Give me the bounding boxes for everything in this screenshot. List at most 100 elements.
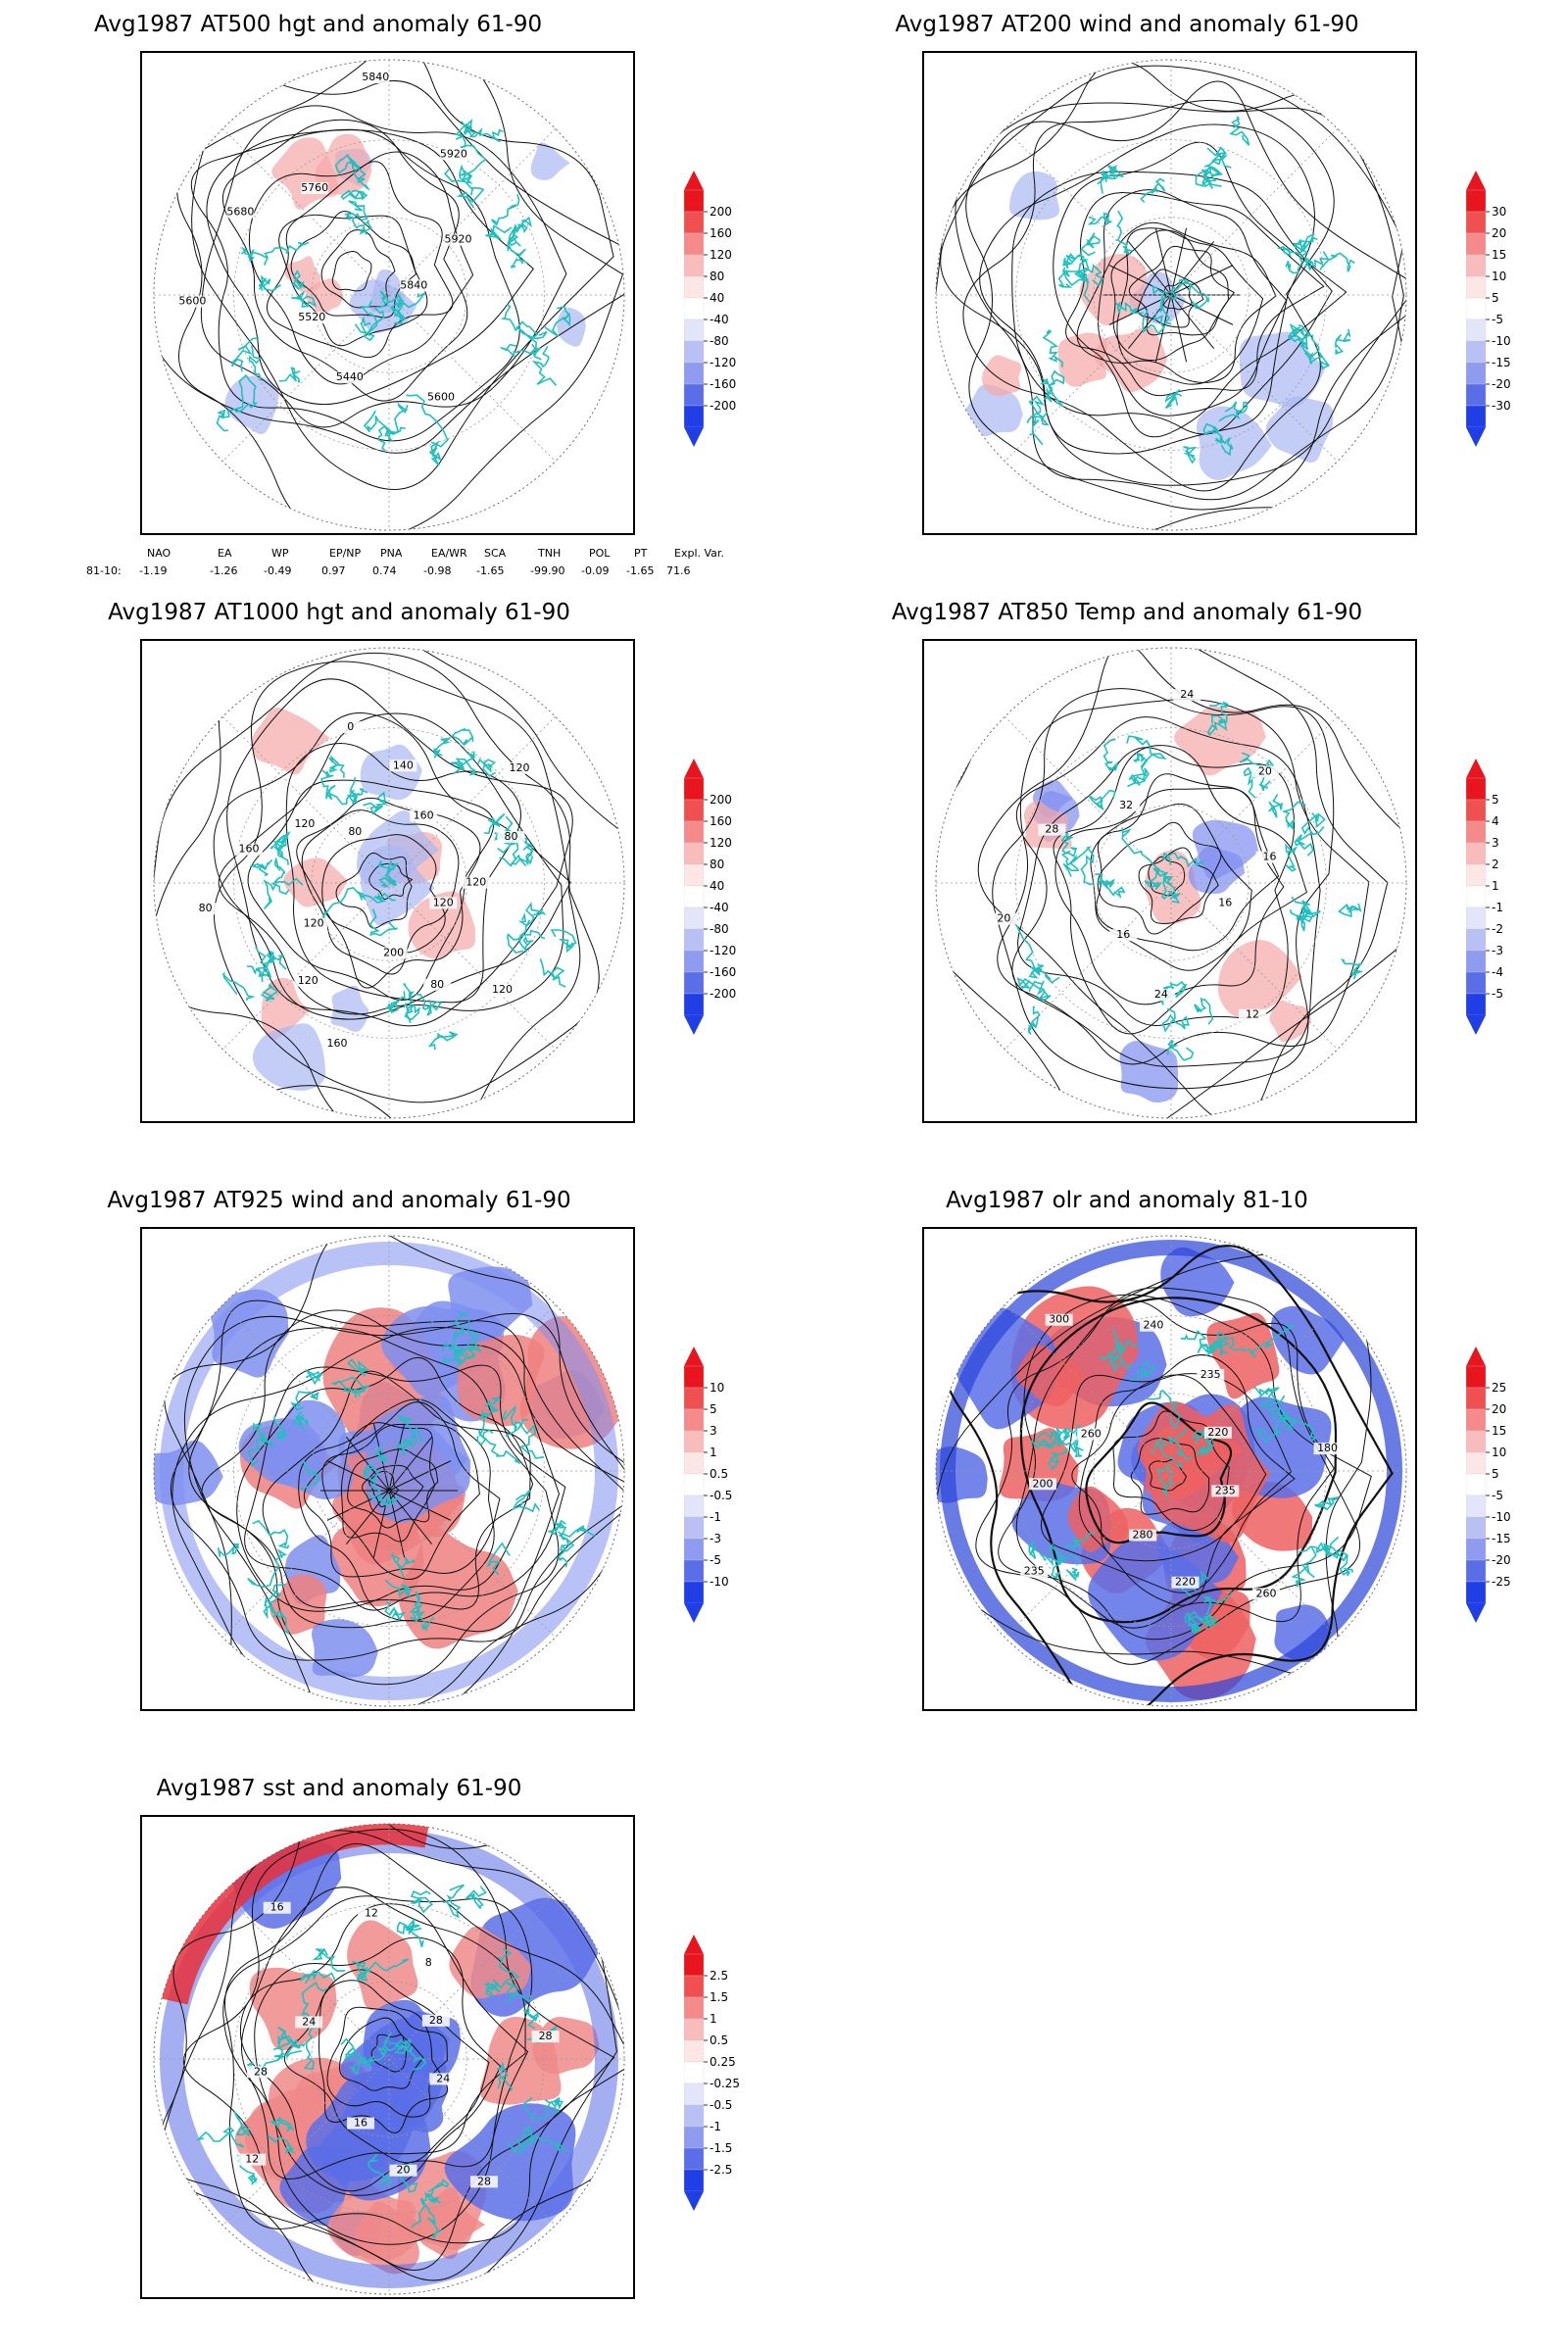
colorbar-segment [1465,1365,1487,1389]
contour-label-bg [1313,1443,1342,1455]
contour-line [1085,1401,1233,1544]
contour-label-bg [439,148,467,161]
contour-label: 80 [430,978,444,991]
positive-anomaly-area [449,1926,532,1999]
coastline [368,2153,450,2240]
map-canvas: 24 28 20 16 12 28 24 16 12 8 28 28 [153,1823,625,2295]
streamline [340,1422,436,1543]
coastline [1030,1424,1084,1471]
streamline [1170,294,1234,325]
positive-anomaly-area [283,858,348,907]
contour-label-bg [1203,1426,1232,1439]
colorbar-segment [683,275,705,299]
colorbar-segment [1465,383,1487,407]
map-panel-olr: 235 260 220 280 235 200 260 300 240 235 220 180 [922,1227,1417,1711]
colorbar-segment [1465,993,1487,1016]
colorbar-segment [683,993,705,1016]
contour-label-bg [531,2031,560,2043]
coastline [432,727,497,777]
contour-line [214,661,600,1103]
coastline [1028,1531,1096,1582]
tele-value: -0.49 [264,564,292,577]
streamline [303,1401,501,1578]
colorbar-segment [683,1451,705,1475]
colorbar-segment [683,906,705,930]
contour-label: 16 [354,2117,368,2130]
contour-label-bg [294,974,322,987]
colorbar-label: 1.5 [710,1990,728,2004]
colorbar-segment [683,254,705,277]
contour-label-bg [247,2066,275,2079]
colorbar-svg: 2.5 1.5 1 0.5 0.25 -0.25 -0.5 -1 -1.5 -2.5 [683,1935,740,2211]
negative-anomaly-area [356,809,440,889]
colorbar-label: 5 [1492,793,1499,807]
contour-label-bg [1211,1485,1240,1497]
contour-label: 16 [270,1901,284,1914]
colorbar-label: -0.5 [710,2098,732,2112]
positive-anomaly-area [1173,706,1266,776]
coastline [1087,165,1166,255]
colorbar-arrow-bottom [1466,1603,1486,1623]
colorbar-label: 20 [1492,226,1506,240]
contour-line [977,648,1389,1118]
contour-label-bg [379,947,408,959]
contour-line [190,128,520,442]
contour-label-bg [469,2176,498,2188]
colorbar-label: -1 [710,1510,721,1524]
map-boundary [935,59,1407,531]
coastline [1180,1324,1296,1358]
positive-anomaly-area [982,355,1022,397]
colorbar-arrow-bottom [1466,1015,1486,1035]
coastline [386,983,459,1051]
negative-anomaly-area [154,1440,223,1506]
coastline [1060,830,1126,899]
meridian-line [1004,1304,1338,1638]
colorbar-label: -3 [1492,944,1503,957]
coastline [384,1551,435,1633]
positive-anomaly-area [251,707,330,775]
contour-label-bg [298,312,326,324]
contour-label-bg [322,1037,351,1050]
positive-anomaly-area [1217,939,1302,1017]
tele-value: 0.74 [372,564,397,577]
streamline [1108,265,1172,296]
contour-line [163,1830,624,2281]
contour-line [226,678,573,1027]
coastline [485,193,532,269]
colorbar-segment [1465,842,1487,865]
coastline [363,394,450,466]
contour-label: 80 [199,902,213,914]
positive-anomaly-area [327,2182,419,2275]
contour-label: 260 [1255,1587,1276,1599]
map-boundary [935,1235,1407,1707]
colorbar-label: 1 [710,1446,717,1459]
streamline [955,102,1404,501]
positive-anomaly-area [1269,1000,1312,1043]
positive-anomaly-area [1094,325,1168,393]
contour-label: 5520 [298,311,325,323]
colorbar-label: 30 [1492,205,1506,219]
contour-label: 24 [302,2015,316,2028]
contour-label-bg [335,371,364,384]
tele-value: -1.19 [139,564,168,577]
contour-label-bg [1020,1565,1049,1578]
colorbar-olr: 25 20 15 10 5 -5 -10 -15 -20 -25 [1465,1347,1554,1627]
coastline [1057,232,1104,303]
contour-label: 80 [348,825,362,838]
contour-line [154,652,581,1118]
colorbar-segment [683,820,705,844]
coastline [218,1519,290,1636]
latitude-circle [1093,217,1250,373]
coastline [1268,793,1326,872]
contour-line [1011,716,1321,1067]
contour-line [1112,1410,1230,1532]
contour-label-bg [234,843,263,856]
colorbar-label: -5 [1492,313,1503,326]
contour-label-bg [301,181,329,194]
colorbar-label: -20 [1492,1553,1511,1567]
contour-label-bg [336,721,365,734]
contour-line [176,60,624,530]
colorbar-label: 0.25 [710,2055,736,2069]
streamline [1127,294,1172,350]
contour-line [1017,747,1296,1026]
